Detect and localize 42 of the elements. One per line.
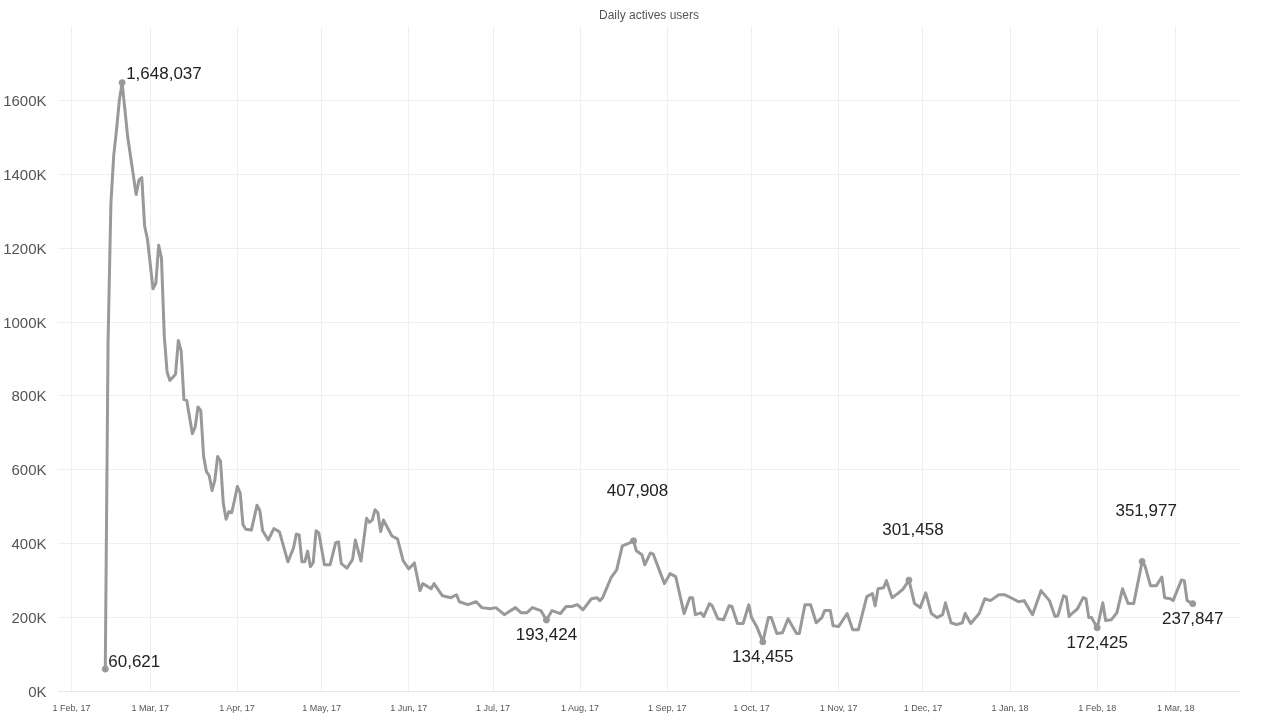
y-tick-label: 400K (11, 535, 47, 553)
x-tick-label: 1 Feb, 17 (52, 702, 91, 713)
x-tick-label: 1 Nov, 17 (819, 702, 858, 713)
point (630, 537, 638, 545)
x-tick-label: 1 Dec, 17 (903, 702, 943, 713)
point (101, 665, 109, 673)
x-tick-label: 1 Jan, 18 (991, 702, 1029, 713)
x-tick-label: 1 Sep, 17 (648, 702, 687, 713)
annotation: 172,425 (1066, 632, 1128, 652)
annotation: 60,621 (108, 652, 161, 672)
y-tick-label: 1000K (3, 313, 47, 331)
y-tick-label: 1600K (3, 91, 47, 109)
point (118, 79, 126, 87)
x-tick-label: 1 Jun, 17 (390, 702, 428, 713)
annotation: 301,458 (882, 520, 944, 540)
y-tick-label: 1200K (3, 239, 47, 257)
y-tick-label: 0K (28, 683, 47, 700)
point (1189, 600, 1197, 608)
y-tick-label: 200K (11, 609, 47, 627)
y-tick-label: 800K (11, 387, 47, 405)
x-tick-label: 1 Oct, 17 (733, 702, 770, 713)
annotation: 351,977 (1115, 501, 1177, 521)
point (1093, 624, 1101, 632)
annotation: 237,847 (1162, 608, 1224, 628)
annotation: 193,424 (515, 625, 578, 645)
x-tick-label: 1 May, 17 (302, 702, 342, 713)
point (542, 616, 550, 624)
x-tick-label: 1 Apr, 17 (219, 702, 255, 713)
point (905, 576, 913, 584)
point (759, 638, 767, 646)
annotation: 134,455 (732, 646, 794, 666)
point (1138, 557, 1146, 565)
x-tick-label: 1 Jul, 17 (476, 702, 511, 713)
y-tick-label: 600K (11, 461, 47, 479)
x-tick-label: 1 Mar, 17 (131, 702, 169, 713)
x-tick-label: 1 Feb, 18 (1078, 702, 1117, 713)
x-tick-label: 1 Mar, 18 (1157, 702, 1195, 713)
y-tick-label: 1400K (3, 165, 47, 183)
annotation: 1,648,037 (126, 63, 202, 83)
chart-title: Daily actives users (598, 7, 700, 22)
annotation: 407,908 (606, 480, 669, 500)
x-tick-label: 1 Aug, 17 (560, 702, 599, 713)
